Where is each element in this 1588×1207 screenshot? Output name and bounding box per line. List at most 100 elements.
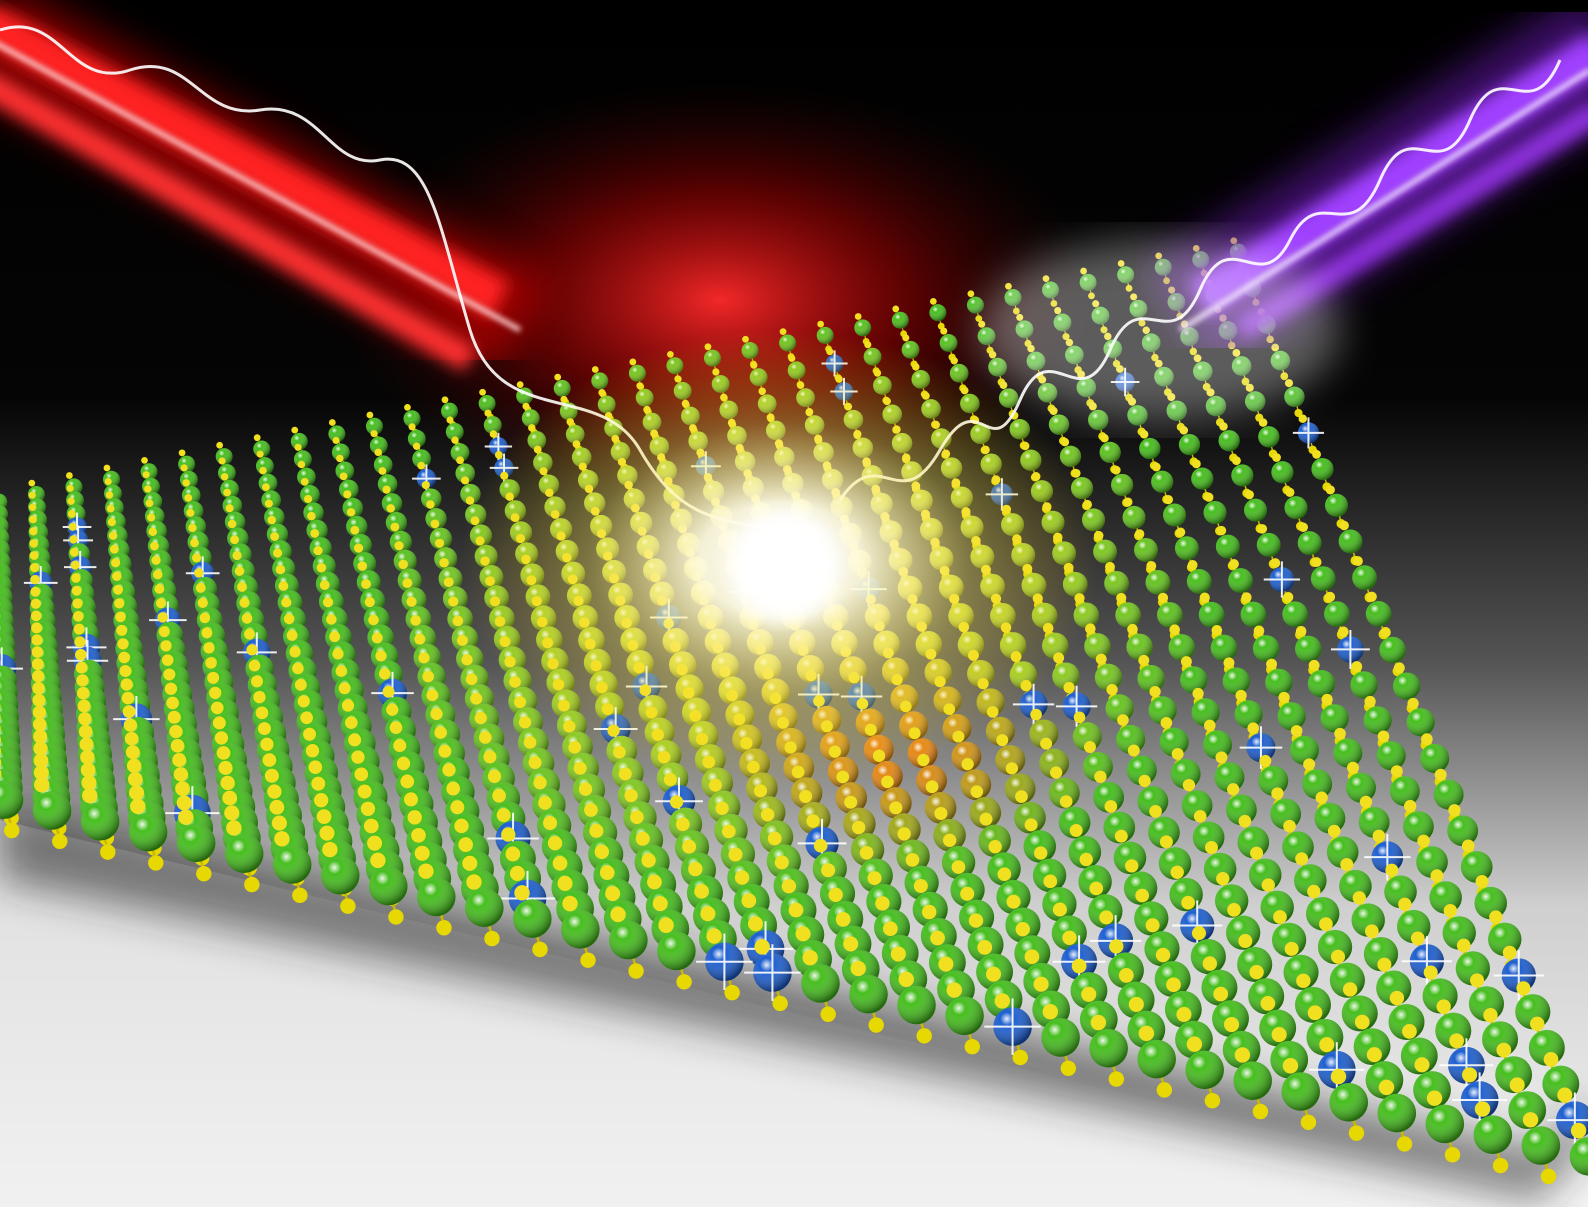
small-atom	[715, 801, 729, 815]
small-atom	[414, 845, 430, 861]
atom-shade	[1231, 464, 1254, 487]
atom-shade	[1191, 467, 1214, 490]
atom-shade	[1178, 433, 1201, 456]
small-atom	[487, 769, 502, 783]
small-atom	[147, 513, 156, 522]
small-atom	[641, 853, 656, 868]
small-atom	[1298, 522, 1309, 532]
small-atom	[630, 810, 644, 824]
small-atom	[319, 580, 330, 590]
small-atom	[1081, 986, 1097, 1002]
small-atom	[1204, 1092, 1221, 1109]
small-atom	[1012, 1049, 1028, 1066]
atom-shade	[1104, 570, 1129, 596]
small-atom	[1300, 1114, 1317, 1131]
small-atom	[1089, 881, 1104, 896]
small-atom	[145, 499, 154, 508]
atom-shade	[960, 769, 992, 801]
small-atom	[150, 541, 159, 551]
small-atom	[902, 334, 910, 342]
small-atom	[241, 613, 253, 624]
small-atom	[70, 560, 80, 570]
small-atom	[281, 597, 292, 608]
small-atom	[260, 737, 274, 752]
small-atom	[220, 775, 235, 791]
atom-shade	[1210, 634, 1238, 662]
small-atom	[196, 866, 212, 882]
small-atom	[817, 320, 825, 328]
small-atom	[1108, 1071, 1125, 1087]
small-atom	[118, 651, 131, 664]
small-atom	[898, 971, 914, 988]
small-atom	[1266, 658, 1278, 670]
atom-shade	[1289, 735, 1319, 765]
small-atom	[1085, 623, 1096, 634]
small-atom	[605, 886, 621, 902]
small-atom	[1049, 766, 1063, 779]
small-atom	[1530, 1016, 1545, 1032]
atom-shade	[609, 920, 648, 960]
small-atom	[4, 822, 20, 839]
small-atom	[303, 727, 317, 741]
atom-shade	[1363, 706, 1392, 735]
small-atom	[336, 454, 344, 463]
atom-shade	[320, 856, 360, 895]
small-atom	[461, 654, 473, 666]
small-atom	[1049, 406, 1058, 416]
small-atom	[1389, 990, 1405, 1006]
atom-shade	[1218, 430, 1240, 452]
small-atom	[1449, 1033, 1464, 1049]
small-atom	[346, 508, 356, 517]
small-atom	[222, 790, 238, 806]
small-atom	[441, 396, 449, 404]
small-atom	[1398, 897, 1412, 911]
small-atom	[1448, 804, 1461, 817]
atom-shade	[365, 417, 383, 435]
small-atom	[913, 878, 928, 893]
small-atom	[578, 782, 593, 796]
small-atom	[253, 690, 266, 704]
atom-shade	[1148, 696, 1177, 725]
small-atom	[1191, 926, 1206, 941]
small-atom	[1106, 683, 1118, 696]
small-atom	[1227, 783, 1240, 796]
small-atom	[985, 966, 1002, 982]
atom-shade	[1222, 667, 1250, 695]
small-atom	[688, 861, 703, 877]
atom-shade	[1420, 743, 1450, 773]
small-atom	[859, 845, 874, 860]
small-atom	[1319, 917, 1333, 931]
small-atom	[81, 775, 97, 791]
small-atom	[313, 545, 323, 556]
small-atom	[610, 906, 626, 923]
small-atom	[1540, 1168, 1557, 1185]
small-atom	[33, 729, 48, 744]
small-atom	[411, 827, 426, 843]
sparkle	[1547, 1092, 1588, 1148]
small-atom	[1138, 774, 1151, 788]
small-atom	[1111, 465, 1121, 475]
small-atom	[1175, 527, 1186, 538]
small-atom	[396, 756, 411, 771]
small-atom	[398, 559, 408, 570]
small-atom	[806, 814, 820, 828]
atom-shade	[1333, 738, 1363, 768]
small-atom	[1213, 986, 1229, 1002]
small-atom	[197, 597, 208, 609]
small-atom	[78, 712, 92, 726]
small-atom	[1127, 623, 1138, 635]
small-atom	[1083, 741, 1096, 754]
atom-shade	[929, 304, 947, 322]
atom-shade	[891, 311, 909, 329]
atom-shade	[445, 422, 464, 441]
small-atom	[929, 297, 937, 305]
small-atom	[1434, 768, 1447, 781]
atom-shade	[1252, 635, 1280, 662]
small-atom	[968, 913, 984, 928]
atom-shade	[1089, 1028, 1128, 1068]
small-atom	[1250, 846, 1264, 860]
atom-shade	[1282, 601, 1308, 627]
atom-shade	[1186, 569, 1212, 594]
atom-shade	[1277, 702, 1306, 731]
atom-shade	[1329, 1082, 1369, 1122]
